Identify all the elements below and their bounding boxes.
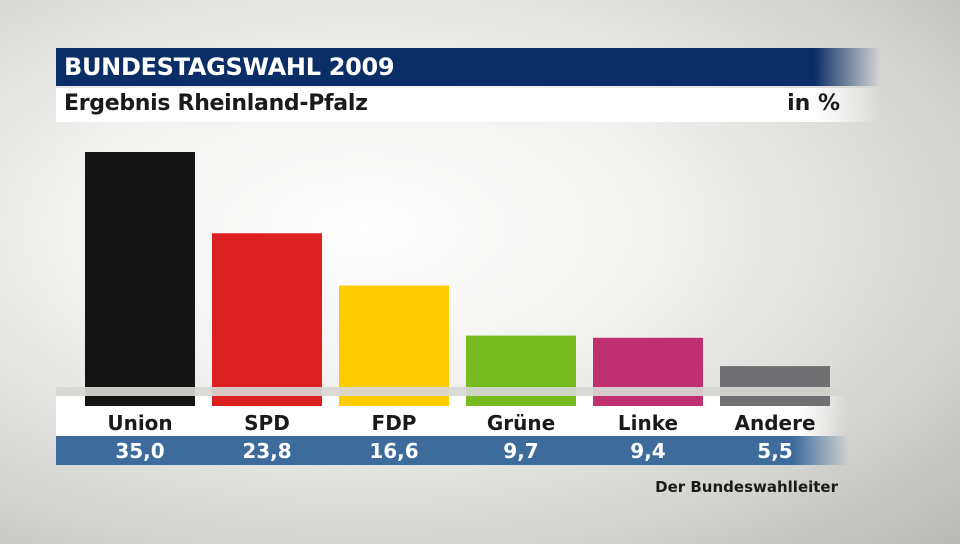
value-label: 5,5: [757, 439, 792, 463]
category-label: SPD: [244, 411, 290, 435]
value-label: 16,6: [369, 439, 418, 463]
category-label: Andere: [734, 411, 815, 435]
value-label: 9,4: [630, 439, 665, 463]
source-label: Der Bundeswahlleiter: [655, 478, 838, 496]
chart-title: BUNDESTAGSWAHL 2009: [64, 53, 395, 81]
bar-andere: [720, 366, 830, 406]
bar-union: [85, 152, 195, 406]
subtitle-bar: [56, 88, 880, 122]
unit-label: in %: [787, 91, 840, 116]
value-label-row: [56, 436, 848, 465]
value-label: 35,0: [115, 439, 164, 463]
category-label: Union: [107, 411, 172, 435]
bar-fdp: [339, 285, 449, 406]
value-label: 23,8: [242, 439, 291, 463]
category-label: Linke: [618, 411, 678, 435]
category-label: FDP: [372, 411, 417, 435]
bar-spd: [212, 233, 322, 406]
category-label: Grüne: [487, 411, 555, 435]
chart-subtitle: Ergebnis Rheinland-Pfalz: [64, 91, 368, 116]
baseline-band: [56, 387, 846, 396]
title-bar: [56, 48, 880, 86]
value-label: 9,7: [503, 439, 538, 463]
